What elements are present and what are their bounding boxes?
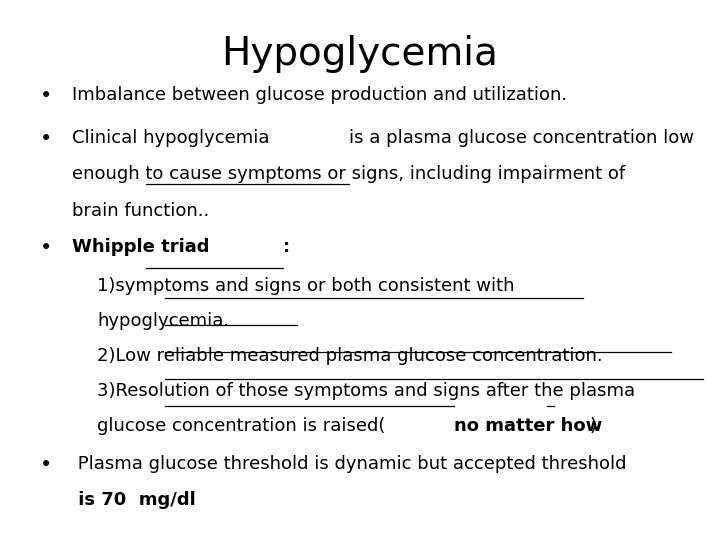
Text: 2)Low reliable measured plasma glucose concentration.: 2)Low reliable measured plasma glucose c…	[97, 347, 603, 365]
Text: hypoglycemia.: hypoglycemia.	[97, 312, 230, 330]
Text: 1)symptoms and signs or both consistent with: 1)symptoms and signs or both consistent …	[97, 277, 515, 295]
Text: Imbalance between glucose production and utilization.: Imbalance between glucose production and…	[72, 86, 567, 104]
Text: •: •	[40, 455, 52, 475]
Text: 3)Resolution of those symptoms and signs after the plasma: 3)Resolution of those symptoms and signs…	[97, 382, 635, 400]
Text: :: :	[283, 238, 290, 255]
Text: brain function..: brain function..	[72, 202, 210, 220]
Text: Plasma glucose threshold is dynamic but accepted threshold: Plasma glucose threshold is dynamic but …	[72, 455, 626, 472]
Text: Clinical hypoglycemia: Clinical hypoglycemia	[72, 129, 275, 146]
Text: Whipple triad: Whipple triad	[72, 238, 210, 255]
Text: •: •	[40, 86, 52, 106]
Text: •: •	[40, 129, 52, 148]
Text: ): )	[590, 417, 597, 435]
Text: is 70  mg/dl: is 70 mg/dl	[72, 491, 196, 509]
Text: no matter how: no matter how	[454, 417, 602, 435]
Text: glucose concentration is raised(: glucose concentration is raised(	[97, 417, 386, 435]
Text: •: •	[40, 238, 52, 258]
Text: Hypoglycemia: Hypoglycemia	[222, 35, 498, 73]
Text: is a plasma glucose concentration low: is a plasma glucose concentration low	[349, 129, 694, 146]
Text: enough to cause symptoms or signs, including impairment of: enough to cause symptoms or signs, inclu…	[72, 165, 625, 183]
